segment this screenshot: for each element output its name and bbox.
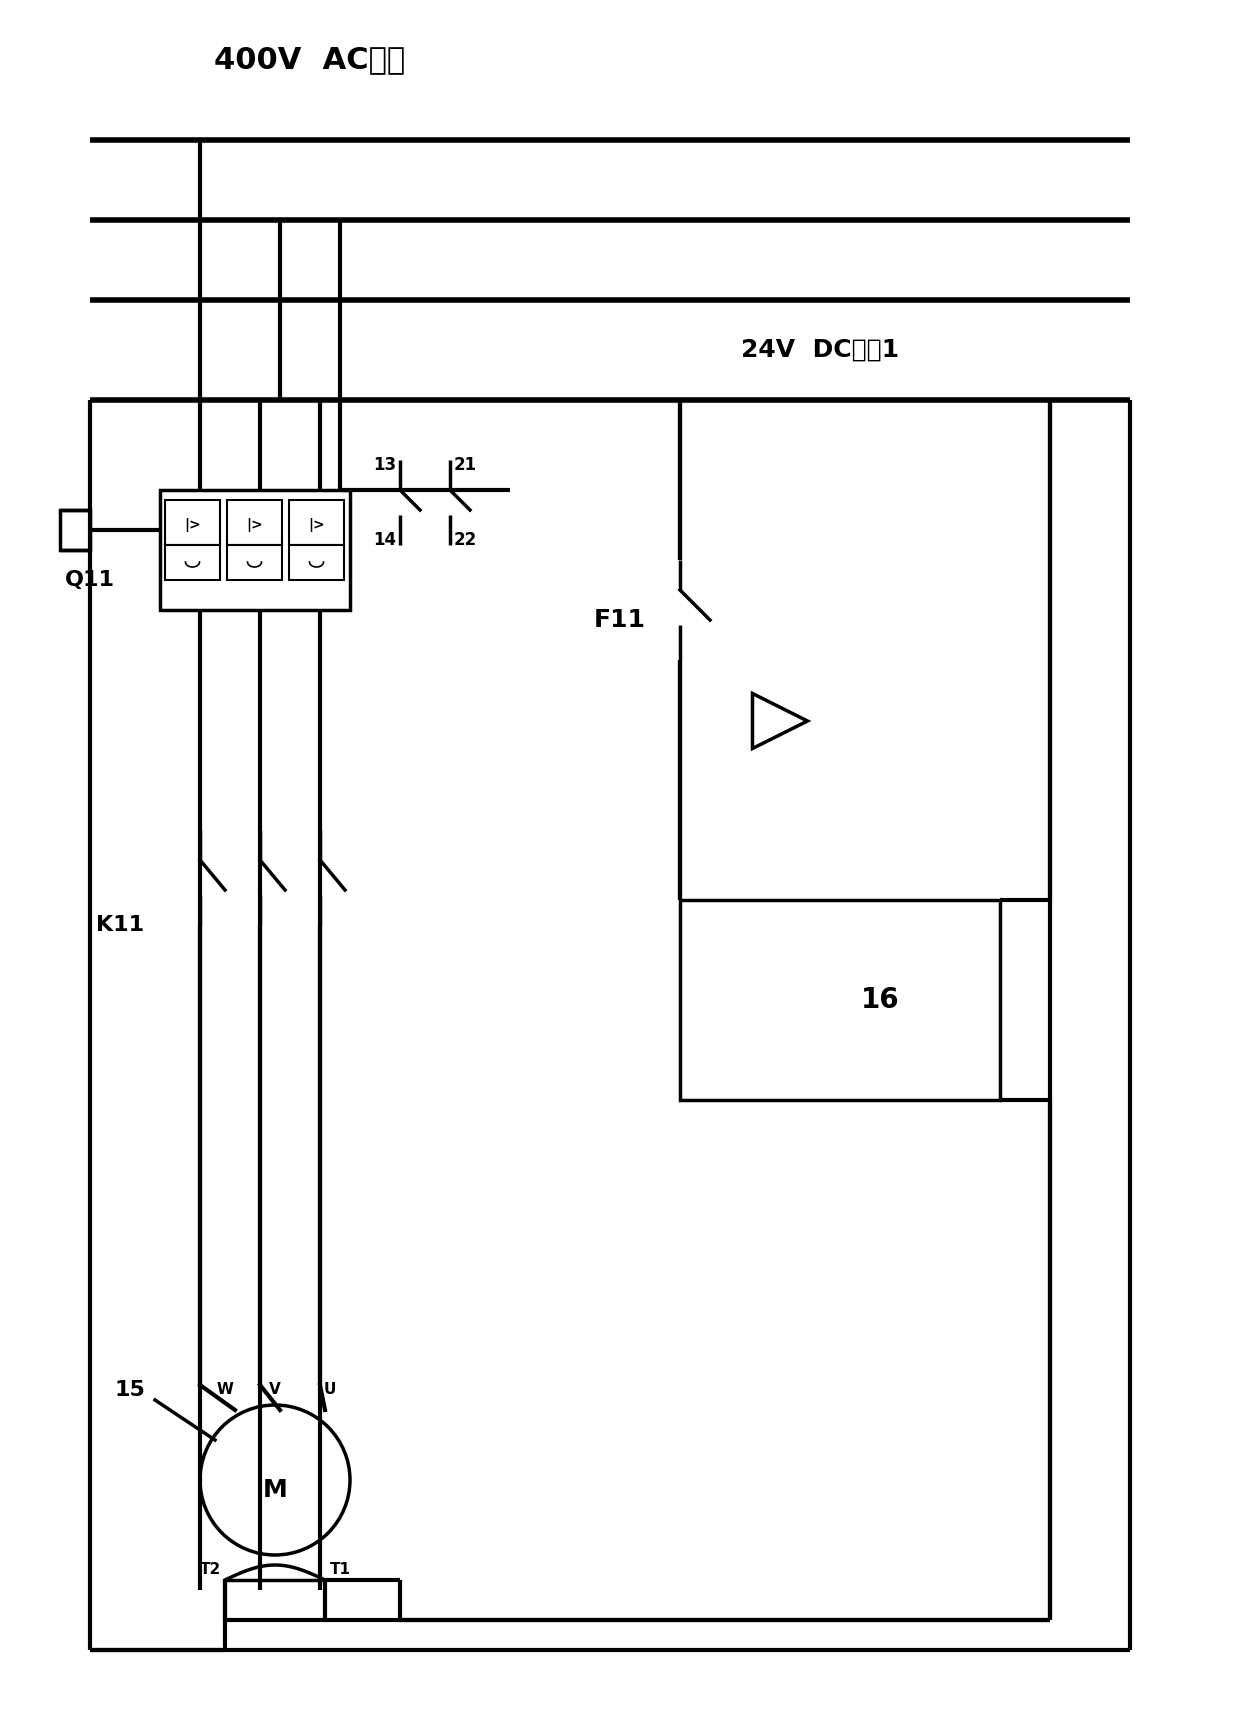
Bar	[160, 490, 350, 609]
Text: 22: 22	[454, 532, 476, 549]
Text: 400V  AC电源: 400V AC电源	[215, 45, 405, 74]
Text: Q11: Q11	[64, 570, 115, 590]
Text: |>: |>	[247, 518, 263, 532]
Text: U: U	[324, 1382, 336, 1397]
Bar	[227, 546, 281, 580]
Bar	[165, 501, 219, 546]
Text: M: M	[263, 1478, 288, 1502]
Text: 13: 13	[373, 456, 397, 473]
Text: K11: K11	[95, 916, 144, 935]
Text: 24V  DC电愨1: 24V DC电愨1	[742, 337, 899, 361]
Text: 16: 16	[861, 986, 899, 1014]
Bar	[680, 900, 999, 1100]
Bar	[227, 501, 281, 546]
Bar	[165, 546, 219, 580]
Text: V: V	[269, 1382, 281, 1397]
Text: 14: 14	[373, 532, 397, 549]
Text: 21: 21	[454, 456, 476, 473]
Bar	[289, 501, 343, 546]
Text: |>: |>	[185, 518, 201, 532]
Text: W: W	[217, 1382, 233, 1397]
Text: T1: T1	[330, 1563, 351, 1578]
Bar	[289, 546, 343, 580]
Text: F11: F11	[594, 608, 646, 632]
Bar	[60, 509, 91, 551]
Text: T2: T2	[200, 1563, 221, 1578]
Text: 15: 15	[114, 1380, 145, 1399]
Text: |>: |>	[309, 518, 325, 532]
